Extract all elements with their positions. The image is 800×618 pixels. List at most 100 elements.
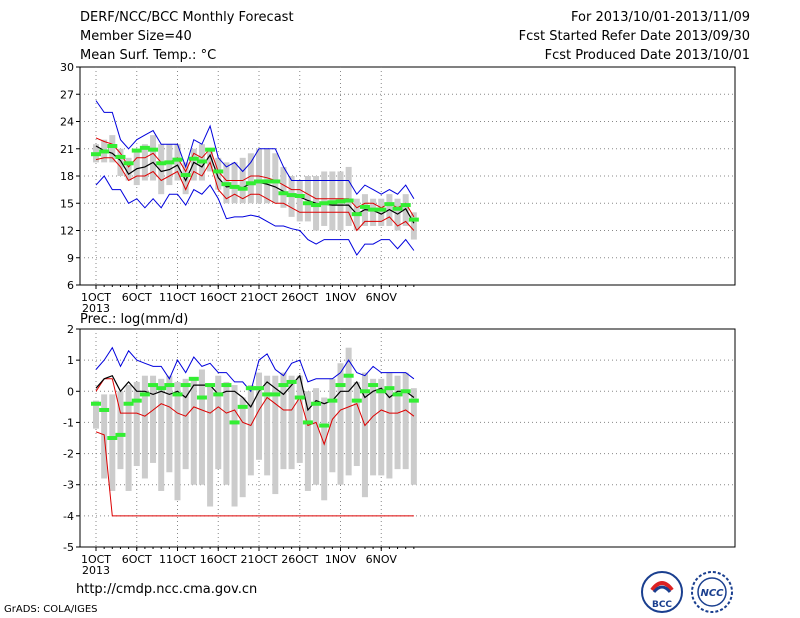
temp-median-marker (270, 179, 281, 184)
prec-median-marker (311, 401, 322, 406)
prec-median-marker (99, 407, 110, 412)
temp-median-marker (123, 161, 134, 166)
prec-box (133, 381, 140, 467)
prec-y-tick-label: 1 (67, 354, 74, 367)
prec-box (174, 381, 181, 501)
temp-median-marker (294, 193, 305, 198)
prec-median-marker (91, 401, 101, 406)
prec-median-marker (278, 383, 289, 388)
prec-median-marker (172, 392, 183, 397)
temp-median-marker (351, 212, 362, 217)
prec-median-marker (245, 386, 256, 391)
prec-median-marker (254, 386, 264, 391)
prec-box (158, 378, 165, 491)
temp-y-tick-label: 9 (67, 252, 74, 265)
prec-box (370, 378, 377, 476)
temp-median-marker (368, 207, 379, 212)
prec-median-marker (237, 404, 248, 409)
temp-box (231, 162, 238, 204)
prec-y-tick-label: -3 (63, 479, 74, 492)
prec-median-marker (148, 383, 159, 388)
prec-box (345, 347, 352, 476)
temp-min-line (95, 175, 415, 256)
temp-median-marker (148, 147, 159, 152)
temp-median-marker (99, 149, 110, 154)
prec-x-tick-label: 6OCT (122, 553, 152, 566)
prec-median-marker (221, 383, 232, 388)
temp-median-marker (229, 184, 240, 189)
temp-median-marker (408, 217, 419, 222)
temp-box (133, 148, 140, 186)
prec-box (394, 375, 401, 470)
temp-x-tick-label: 1OCT (81, 291, 111, 304)
prec-box (215, 375, 222, 470)
temp-median-marker (359, 204, 370, 209)
prec-x-tick-label: 21OCT (240, 553, 277, 566)
prec-x-tick-label: 26OCT (281, 553, 318, 566)
temp-median-marker (335, 199, 346, 204)
temp-box (190, 148, 197, 181)
temp-median-marker (302, 201, 313, 206)
prec-plot-frame (79, 328, 736, 548)
prec-box (198, 369, 205, 485)
bcc-logo: BCC (641, 571, 683, 613)
temp-median-marker (180, 173, 191, 178)
temp-box (166, 144, 173, 186)
prec-box (386, 372, 393, 479)
prec-y-tick-label: -4 (63, 510, 74, 523)
temp-y-tick-label: 18 (60, 170, 74, 183)
prec-y-tick-label: -2 (63, 448, 74, 461)
temp-box (215, 157, 222, 190)
forecast-produced-date: Fcst Produced Date 2013/10/01 (544, 48, 750, 63)
prec-x-tick-label: 1NOV (325, 553, 357, 566)
temp-median-marker (400, 203, 411, 208)
prec-median-marker (107, 436, 118, 440)
variable-label: Mean Surf. Temp.: °C (80, 48, 217, 63)
temp-box (158, 144, 165, 195)
temp-median-marker (343, 198, 354, 203)
prec-box (117, 391, 124, 470)
prec-median-marker (262, 392, 273, 397)
footer-url[interactable]: http://cmdp.ncc.cma.gov.cn (76, 582, 258, 597)
prec-box (280, 372, 287, 470)
temp-box (207, 148, 214, 172)
temp-box (345, 166, 352, 226)
prec-median-marker (123, 401, 134, 406)
grads-credit: GrADS: COLA/IGES (4, 604, 98, 615)
temp-box (182, 162, 189, 195)
prec-median-marker (327, 398, 338, 403)
temp-median-marker (156, 161, 167, 166)
prec-box (264, 375, 271, 476)
temp-box (150, 135, 157, 181)
prec-median-marker (376, 389, 387, 394)
prec-box (223, 381, 230, 485)
prec-y-tick-label: -1 (63, 416, 74, 429)
temp-box (280, 166, 287, 208)
temp-box (264, 148, 271, 204)
temp-median-marker (164, 160, 175, 165)
prec-min-line (95, 431, 414, 517)
prec-median-marker (286, 379, 297, 384)
chart-title: DERF/NCC/BCC Monthly Forecast (80, 10, 294, 25)
temp-x-tick-label: 1NOV (325, 291, 357, 304)
temp-median-marker (196, 159, 207, 164)
temp-y-tick-label: 6 (67, 279, 74, 292)
prec-median-marker (156, 386, 167, 391)
temp-median-marker (286, 193, 297, 198)
prec-box (304, 391, 311, 491)
prec-box (231, 385, 238, 507)
prec-median-marker (335, 383, 346, 388)
prec-x-tick-label: 6NOV (366, 553, 398, 566)
temp-median-marker (319, 201, 330, 206)
prec-x-tick-label: 1OCT (81, 553, 111, 566)
prec-median-marker (319, 423, 330, 428)
temp-median-marker (254, 179, 264, 184)
temp-box (370, 198, 377, 226)
temp-median-marker (107, 144, 118, 149)
prec-p10-line (95, 378, 415, 446)
temp-y-tick-label: 15 (60, 197, 74, 210)
prec-box (378, 378, 385, 476)
temp-box (272, 153, 279, 204)
temp-median-marker (131, 148, 142, 153)
